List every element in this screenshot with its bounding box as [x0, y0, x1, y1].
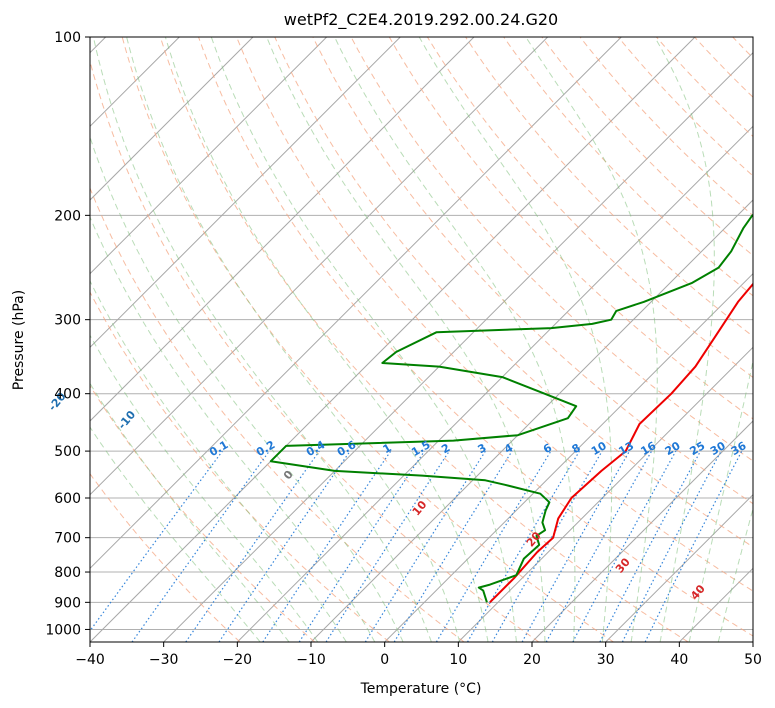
moist-adiabat — [90, 426, 261, 642]
series-line-0 — [489, 282, 753, 604]
moist-adiabat — [90, 135, 404, 642]
moist-adiabat — [164, 37, 489, 642]
dry-adiabat — [159, 37, 689, 642]
y-tick-label: 400 — [54, 387, 81, 403]
plot-frame — [89, 36, 754, 643]
x-tick-label: 10 — [449, 652, 467, 668]
moist-adiabat — [266, 37, 546, 642]
dry-adiabat — [198, 37, 753, 637]
series-layer — [269, 213, 753, 604]
y-tick-label: 800 — [54, 565, 81, 581]
moist-adiabat — [90, 215, 376, 642]
y-axis-label: Pressure (hPa) — [11, 290, 27, 390]
dry-adiabat — [274, 37, 753, 548]
isotherm--70 — [90, 37, 475, 422]
y-tick-label: 500 — [54, 444, 81, 460]
y-tick-label: 100 — [54, 30, 81, 46]
moist-adiabat — [92, 37, 432, 642]
mixing-ratio-line — [545, 450, 653, 642]
isotherm--60 — [90, 37, 549, 496]
isotherm--20 — [236, 125, 753, 642]
dry-adiabat — [350, 37, 753, 462]
mixing-ratio-line — [393, 450, 513, 642]
moist-adiabat — [717, 506, 753, 642]
dry-adiabat — [503, 37, 753, 297]
isotherm-10 — [457, 346, 753, 642]
y-tick-label: 300 — [54, 313, 81, 329]
y-tick-label: 1000 — [45, 622, 81, 638]
mixing-ratio-line — [572, 450, 677, 642]
mixing-ratio-line — [185, 450, 320, 642]
mixing-ratio-line — [262, 450, 392, 642]
x-axis-label: Temperature (°C) — [360, 681, 482, 697]
y-axis: 100 200 300 400 500 600 700 800 900 1000 — [45, 30, 90, 638]
dry-adiabat — [426, 37, 753, 379]
isotherm--30 — [163, 51, 753, 642]
isotherm--80 — [90, 37, 401, 349]
mixing-ratio-line — [325, 450, 450, 642]
moist-adiabat — [525, 37, 658, 642]
mixing-ratio-line — [218, 450, 351, 642]
isotherm--100 — [90, 37, 254, 201]
background-lines — [90, 37, 753, 642]
x-tick-label: −30 — [149, 652, 179, 668]
x-tick-label: −40 — [75, 652, 105, 668]
moist-adiabat — [90, 382, 290, 642]
dry-adiabat — [90, 186, 465, 642]
moist-adiabat — [688, 358, 753, 642]
isotherm--90 — [90, 37, 328, 275]
isotherm--10 — [310, 199, 753, 642]
isotherm--40 — [90, 37, 696, 642]
mixing-ratio-line — [521, 450, 631, 642]
x-tick-label: 0 — [380, 652, 389, 668]
dry-adiabat — [90, 384, 316, 642]
isotherm-30 — [605, 493, 753, 642]
y-tick-label: 900 — [54, 595, 81, 611]
x-axis: −40 −30 −20 −10 0 10 20 30 40 50 — [75, 642, 762, 668]
y-tick-label: 600 — [54, 491, 81, 507]
chart-title: wetPf2_C2E4.2019.292.00.24.G20 — [284, 10, 558, 30]
isotherm-20 — [531, 420, 753, 642]
dry-adiabat — [121, 37, 614, 642]
y-tick-label: 200 — [54, 208, 81, 224]
dry-adiabat — [90, 291, 390, 642]
x-tick-label: 50 — [744, 652, 762, 668]
mixing-ratio-line — [90, 450, 223, 632]
isotherm-0 — [384, 272, 753, 642]
dry-adiabat — [90, 59, 540, 642]
x-tick-label: 30 — [597, 652, 615, 668]
moist-adiabat — [126, 37, 461, 642]
moist-adiabat — [210, 37, 517, 642]
x-tick-label: −20 — [223, 652, 253, 668]
moist-adiabat — [654, 37, 715, 642]
dry-adiabat — [465, 37, 753, 338]
x-tick-label: 40 — [670, 652, 688, 668]
mixing-ratio-line — [644, 450, 743, 642]
x-tick-label: −10 — [296, 652, 326, 668]
mixing-ratio-line — [298, 450, 425, 642]
isotherm--50 — [90, 37, 622, 570]
y-tick-label: 700 — [54, 531, 81, 547]
x-tick-label: 20 — [523, 652, 541, 668]
moist-adiabat — [418, 37, 613, 642]
moist-adiabat — [334, 37, 576, 642]
dry-adiabat — [236, 37, 753, 592]
series-line-1 — [269, 213, 753, 603]
dry-adiabat — [312, 37, 753, 505]
dry-adiabat — [388, 37, 753, 420]
mixing-ratio-line — [131, 450, 270, 642]
dry-adiabat — [90, 472, 241, 642]
moist-adiabat — [90, 334, 319, 642]
